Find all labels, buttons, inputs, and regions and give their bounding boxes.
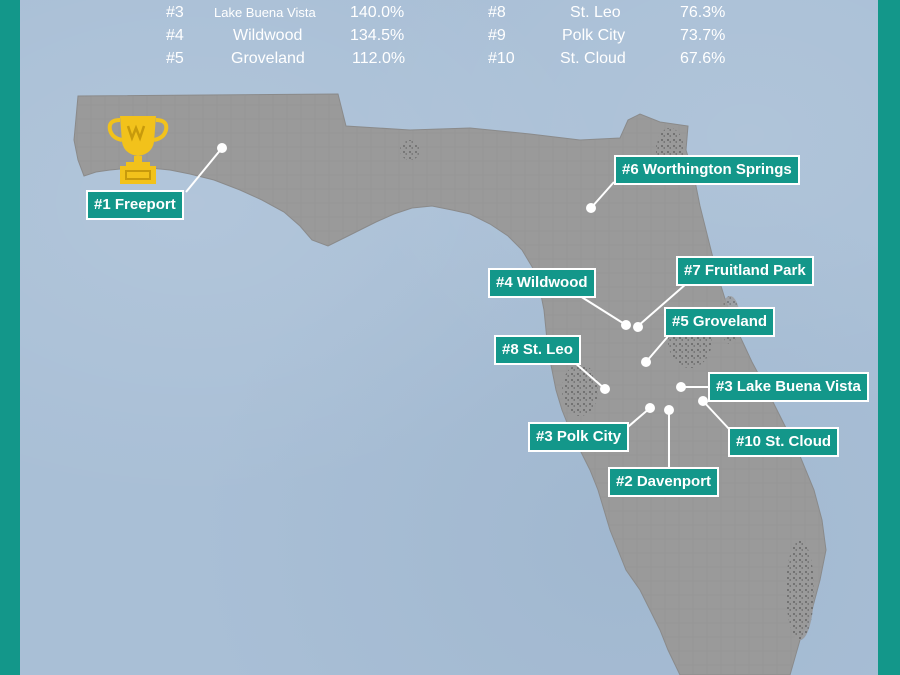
trophy-icon — [107, 116, 169, 184]
label-groveland[interactable]: #5 Groveland — [664, 307, 776, 337]
label-polk-city[interactable]: #3 Polk City — [528, 422, 630, 452]
rank-value: 134.5% — [350, 27, 405, 44]
rank-number: #9 — [488, 27, 506, 44]
rank-city: St. Leo — [570, 4, 621, 21]
map-marker[interactable] — [600, 384, 610, 394]
rank-number: #10 — [488, 50, 515, 67]
rank-city: Groveland — [231, 50, 305, 67]
rank-value: 73.7% — [680, 27, 726, 44]
label-fruitland-park[interactable]: #7 Fruitland Park — [676, 256, 814, 286]
rank-value: 76.3% — [680, 4, 726, 21]
map-marker[interactable] — [586, 203, 596, 213]
map-marker[interactable] — [633, 322, 643, 332]
map-marker[interactable] — [641, 357, 651, 367]
map-marker[interactable] — [664, 405, 674, 415]
label-freeport[interactable]: #1 Freeport — [86, 190, 184, 220]
map-marker[interactable] — [217, 143, 227, 153]
table-row: #5 Groveland 112.0% #10 St. Cloud 67.6% — [0, 47, 900, 71]
rank-city: Polk City — [562, 27, 626, 44]
table-row: #4 Wildwood 134.5% #9 Polk City 73.7% — [0, 24, 900, 48]
rank-value: 140.0% — [350, 4, 405, 21]
map-marker[interactable] — [676, 382, 686, 392]
label-davenport[interactable]: #2 Davenport — [608, 467, 720, 497]
label-lake-buena-vista[interactable]: #3 Lake Buena Vista — [708, 372, 869, 402]
rank-value: 112.0% — [352, 50, 406, 67]
rank-number: #5 — [166, 50, 184, 67]
map-marker[interactable] — [621, 320, 631, 330]
rank-city: St. Cloud — [560, 50, 626, 67]
map-marker[interactable] — [645, 403, 655, 413]
label-wildwood[interactable]: #4 Wildwood — [488, 268, 596, 298]
label-st-leo[interactable]: #8 St. Leo — [494, 335, 581, 365]
rank-value: 67.6% — [680, 50, 726, 67]
rank-number: #3 — [166, 4, 184, 21]
map-marker[interactable] — [698, 396, 708, 406]
label-st-cloud[interactable]: #10 St. Cloud — [728, 427, 840, 457]
ranking-table: #3 Lake Buena Vista 140.0% #8 St. Leo 76… — [0, 0, 900, 70]
rank-city: Lake Buena Vista — [214, 5, 316, 20]
rank-number: #8 — [488, 4, 506, 21]
rank-city: Wildwood — [233, 27, 303, 44]
table-row: #3 Lake Buena Vista 140.0% #8 St. Leo 76… — [0, 1, 900, 25]
label-worthington-springs[interactable]: #6 Worthington Springs — [614, 155, 800, 185]
rank-number: #4 — [166, 27, 184, 44]
